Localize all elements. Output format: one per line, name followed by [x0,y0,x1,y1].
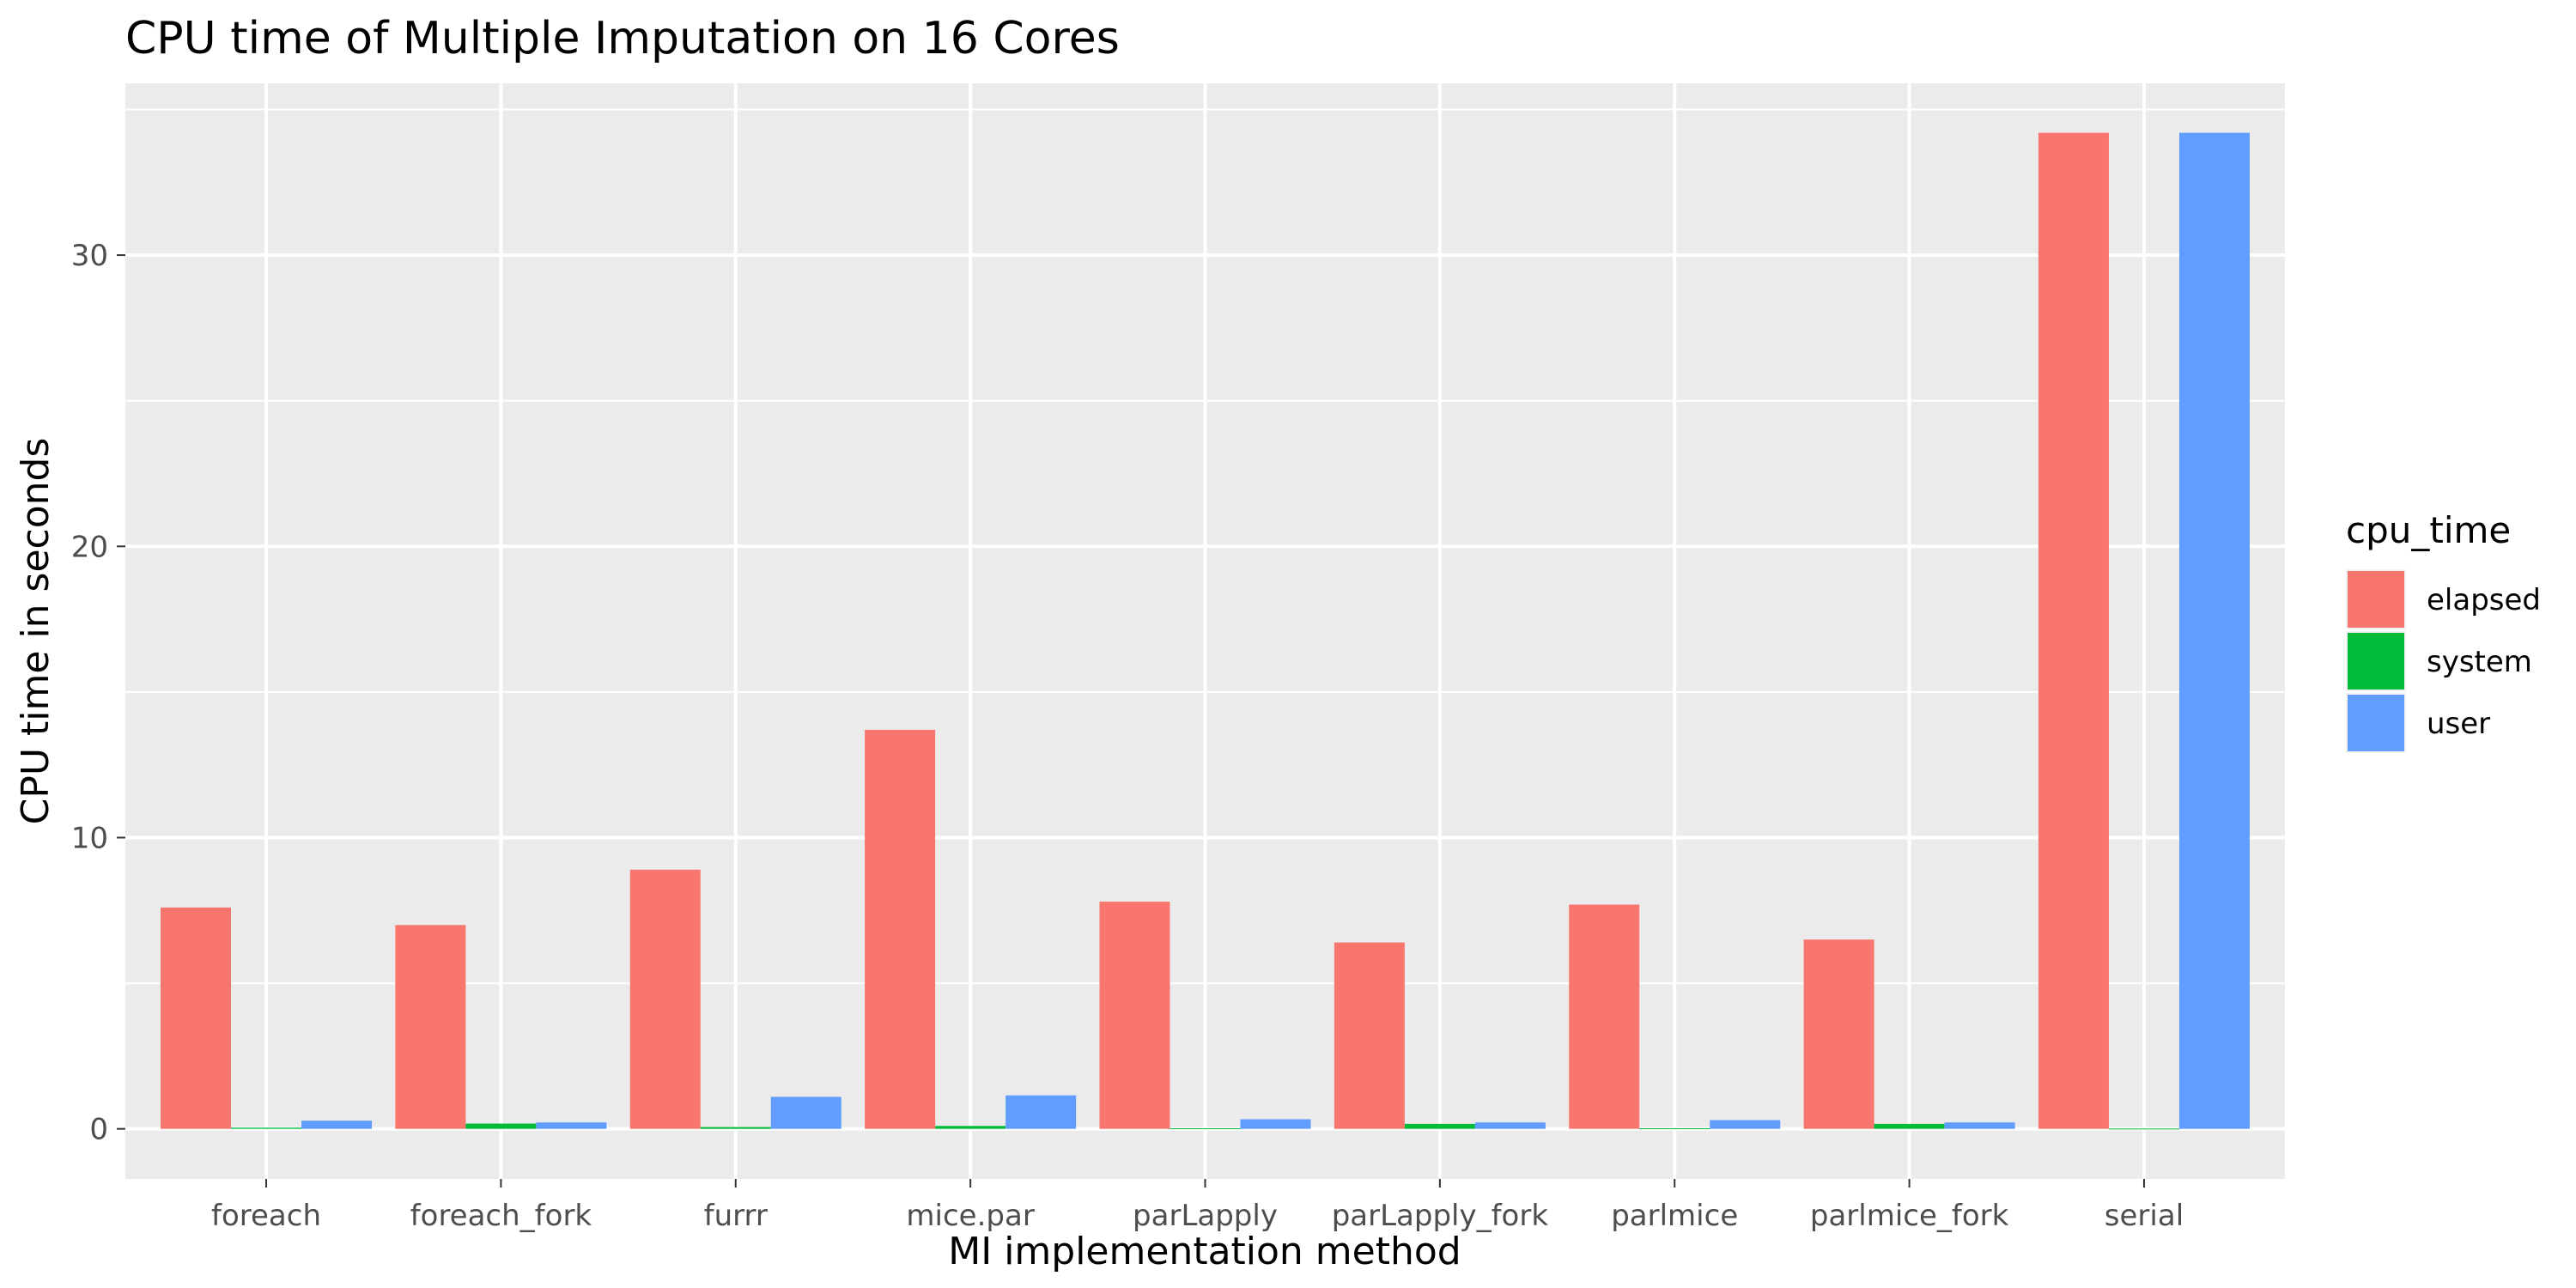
bar-user-furrr [770,1097,841,1129]
x-tick-label: parLapply_fork [1332,1199,1549,1233]
bar-elapsed-parlmice [1569,904,1640,1129]
bar-elapsed-mice.par [865,729,936,1129]
bar-user-foreach [301,1121,373,1129]
bar-user-mice.par [1005,1095,1077,1129]
bar-elapsed-serial [2038,132,2109,1129]
y-tick-label: 10 [71,821,108,855]
bar-system-furrr [700,1127,771,1129]
bar-system-parlmice [1639,1127,1710,1129]
x-tick-label: foreach [211,1199,321,1233]
bar-user-parlmice_fork [1944,1122,2015,1129]
legend-label-system: system [2427,645,2532,679]
y-tick-label: 30 [71,239,108,273]
x-tick-label: parlmice [1611,1199,1738,1233]
bar-system-parlmice_fork [1874,1123,1945,1129]
bar-elapsed-foreach_fork [395,925,466,1129]
x-axis-title: MI implementation method [948,1230,1461,1273]
legend-swatch-system [2348,633,2404,690]
gridlines [125,83,2285,1179]
bar-user-parlmice [1710,1120,1781,1129]
bar-system-mice.par [935,1126,1006,1129]
legend: cpu_time elapsed system user [2346,509,2541,753]
bar-elapsed-parLapply_fork [1334,942,1405,1129]
bar-system-foreach [231,1127,302,1129]
bar-elapsed-parLapply [1099,902,1170,1129]
legend-label-elapsed: elapsed [2427,583,2541,617]
x-tick-label: foreach_fork [410,1199,592,1233]
bar-system-foreach_fork [465,1123,537,1129]
y-axis: 0 10 20 30 [71,239,125,1147]
bar-elapsed-foreach [161,907,232,1129]
bar-elapsed-parlmice_fork [1803,939,1874,1129]
x-tick-label: parLapply [1133,1199,1278,1233]
y-tick-label: 0 [89,1113,108,1147]
bar-system-parLapply_fork [1404,1123,1475,1129]
x-tick-label: serial [2105,1199,2184,1233]
bar-elapsed-furrr [629,869,701,1129]
bar-user-parLapply [1240,1119,1311,1129]
legend-label-user: user [2427,707,2490,741]
x-axis: foreach foreach_fork furrr mice.par parLappl… [211,1179,2184,1233]
legend-swatch-user [2348,695,2404,751]
bar-user-foreach_fork [536,1122,607,1129]
y-axis-title: CPU time in seconds [14,438,58,825]
bar-system-serial [2108,1128,2179,1130]
x-tick-label: mice.par [906,1199,1034,1233]
bar-system-parLapply [1170,1127,1241,1129]
y-tick-label: 20 [71,530,108,564]
bars [161,132,2250,1130]
legend-title: cpu_time [2346,509,2511,551]
bar-user-parLapply_fork [1474,1122,1546,1129]
legend-swatch-elapsed [2348,571,2404,628]
bar-user-serial [2178,132,2250,1129]
x-tick-label: parlmice_fork [1810,1199,2009,1233]
x-tick-label: furrr [704,1199,768,1233]
chart-title: CPU time of Multiple Imputation on 16 Co… [125,13,1120,64]
